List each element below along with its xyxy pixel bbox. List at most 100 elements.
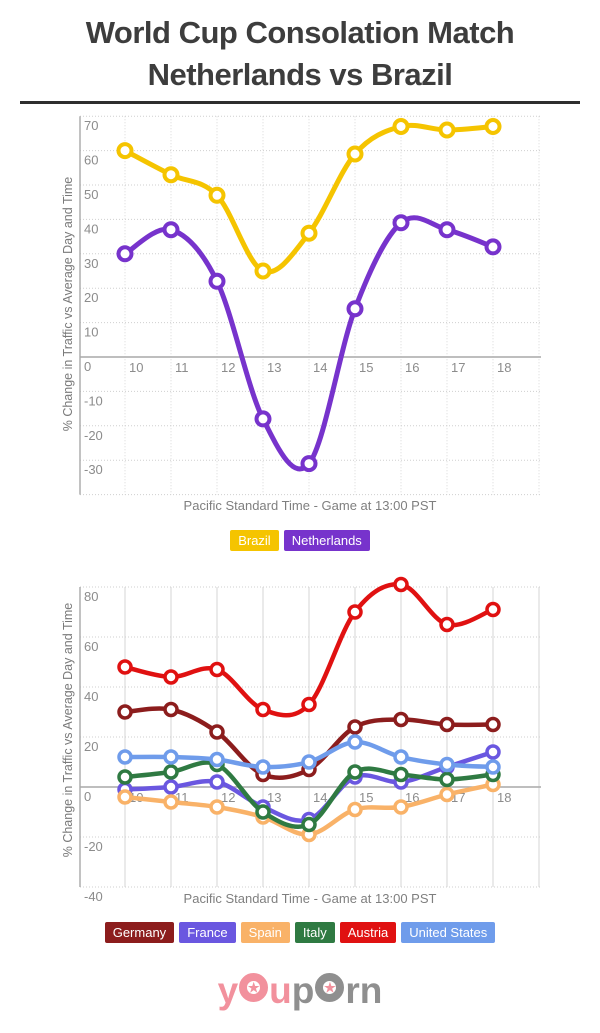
x-tick-label: 15: [359, 360, 373, 375]
y-tick-label: 40: [84, 221, 98, 236]
data-point-austria: [301, 696, 317, 713]
data-point-united-states: [393, 749, 409, 765]
x-tick-label: 18: [497, 360, 511, 375]
data-point-brazil: [392, 118, 410, 135]
x-tick-label: 12: [221, 790, 235, 805]
data-point-brazil: [208, 186, 226, 204]
chart2-legend: Germany France Spain Italy Austria United Sta…: [0, 922, 600, 943]
data-point-netherlands: [116, 245, 134, 263]
data-point-austria: [163, 669, 179, 685]
data-point-united-states: [347, 734, 363, 750]
x-tick-label: 15: [359, 790, 373, 805]
chart1-y-axis-label: % Change in Traffic vs Average Day and T…: [61, 176, 75, 432]
data-point-netherlands: [484, 238, 502, 256]
legend-item-france: France: [179, 922, 236, 943]
data-point-italy: [439, 771, 455, 788]
chart1-x-axis-caption: Pacific Standard Time - Game at 13:00 PS…: [183, 498, 437, 513]
data-point-united-states: [485, 759, 501, 775]
data-point-brazil: [300, 224, 318, 242]
data-point-brazil: [162, 166, 180, 184]
x-tick-label: 14: [313, 360, 327, 375]
data-point-netherlands: [208, 272, 226, 290]
y-tick-label: 30: [84, 256, 98, 271]
data-point-italy: [347, 764, 363, 780]
x-tick-label: 11: [175, 360, 189, 375]
brazil-netherlands-line-chart: 706050403020100-10-20-30-401011121314151…: [79, 115, 541, 496]
data-point-brazil: [438, 121, 456, 139]
data-point-brazil: [346, 145, 364, 163]
data-point-netherlands: [392, 214, 410, 232]
chart-brazil-netherlands: 706050403020100-10-20-30-401011121314151…: [0, 104, 600, 570]
x-tick-label: 18: [497, 790, 511, 805]
data-point-united-states: [255, 759, 271, 775]
series-line-brazil: [122, 122, 496, 275]
x-tick-label: 13: [267, 790, 281, 805]
y-tick-label: -20: [84, 839, 103, 854]
data-point-austria: [255, 701, 271, 718]
x-tick-label: 10: [129, 360, 143, 375]
data-point-brazil: [484, 118, 502, 135]
data-point-austria: [439, 616, 455, 633]
legend-item-austria: Austria: [339, 922, 397, 943]
legend-item-germany: Germany: [104, 922, 175, 943]
chart2-x-axis-caption: Pacific Standard Time - Game at 13:00 PS…: [183, 891, 437, 906]
data-point-germany: [485, 716, 501, 733]
logo-letter: n: [359, 970, 383, 1011]
data-point-united-states: [209, 751, 225, 768]
y-tick-label: -10: [84, 393, 103, 408]
legend-item-italy: Italy: [294, 922, 335, 943]
page-title: World Cup Consolation Match Netherlands …: [0, 0, 600, 96]
y-tick-label: 10: [84, 325, 98, 340]
page-title-line1: World Cup Consolation Match: [85, 15, 515, 50]
title-separator: [20, 101, 580, 104]
data-point-netherlands: [438, 221, 456, 239]
y-tick-label: 50: [84, 187, 98, 202]
data-point-united-states: [301, 754, 317, 770]
y-tick-label: 20: [84, 290, 98, 305]
chart1-legend: Brazil Netherlands: [0, 530, 600, 551]
y-tick-label: 0: [84, 789, 91, 804]
data-point-austria: [117, 659, 133, 675]
data-point-spain: [163, 794, 179, 810]
data-point-germany: [347, 719, 363, 735]
logo-o-ring-icon: ★: [239, 973, 269, 1002]
data-point-germany: [393, 711, 409, 728]
legend-item-united-states: United States: [401, 922, 496, 943]
data-point-france: [163, 779, 179, 795]
logo-letter: u: [269, 970, 292, 1011]
data-point-united-states: [117, 749, 133, 765]
x-tick-label: 14: [313, 790, 327, 805]
data-point-netherlands: [162, 221, 180, 239]
y-tick-label: 0: [84, 359, 91, 374]
youporn-logo: y ★ up ★ rn: [0, 971, 600, 1011]
data-point-united-states: [439, 756, 455, 773]
x-tick-label: 13: [267, 360, 281, 375]
data-point-italy: [255, 804, 271, 820]
x-tick-label: 16: [405, 360, 419, 375]
data-point-germany: [209, 724, 225, 740]
y-tick-label: -20: [84, 428, 103, 443]
data-point-austria: [347, 604, 363, 620]
y-tick-label: 60: [84, 153, 98, 168]
x-tick-label: 17: [451, 360, 465, 375]
data-point-germany: [439, 716, 455, 733]
y-tick-label: 80: [84, 589, 98, 604]
data-point-spain: [393, 799, 409, 815]
data-point-italy: [301, 816, 317, 833]
data-point-italy: [393, 766, 409, 783]
data-point-brazil: [254, 262, 272, 280]
logo-letter: r: [345, 970, 360, 1011]
data-point-spain: [117, 789, 133, 805]
logo-letter: p: [291, 970, 315, 1011]
legend-item-spain: Spain: [240, 922, 290, 943]
chart2-y-axis-label: % Change in Traffic vs Average Day and T…: [61, 602, 75, 858]
data-point-united-states: [163, 749, 179, 765]
data-point-austria: [209, 661, 225, 678]
data-point-brazil: [116, 142, 134, 160]
data-point-austria: [393, 576, 409, 593]
logo-letter: y: [217, 970, 239, 1011]
data-point-netherlands: [254, 410, 272, 428]
data-point-italy: [117, 769, 133, 785]
